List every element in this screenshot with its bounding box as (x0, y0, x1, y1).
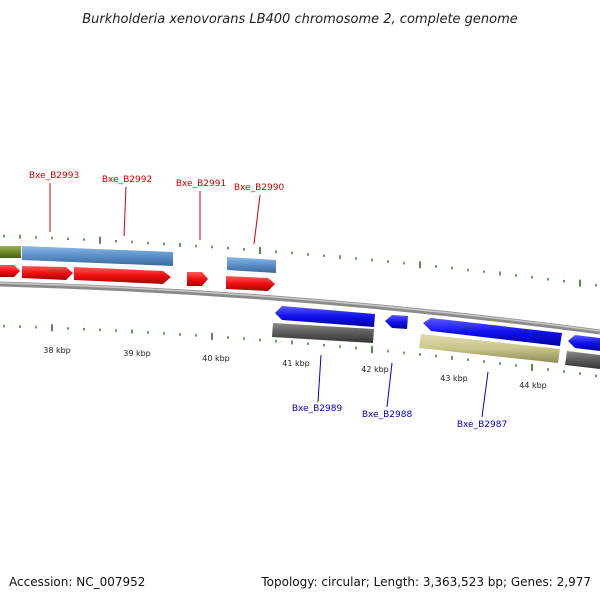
red-cds-arrow-2[interactable] (22, 266, 73, 280)
kbp-label: 43 kbp (440, 374, 468, 383)
kbp-label: 39 kbp (123, 349, 151, 358)
gene-label-forward[interactable]: Bxe_B2990 (234, 183, 285, 193)
red-cds-arrow-3[interactable] (74, 267, 171, 284)
upper-tick-marks (3, 234, 597, 287)
kbp-label: 38 kbp (43, 346, 71, 355)
gene-label-forward[interactable]: Bxe_B2991 (176, 179, 226, 189)
blue-cds-arrow-4[interactable] (568, 335, 600, 351)
khaki-gene-block-b2987[interactable] (419, 334, 560, 363)
blue-cds-arrow-3[interactable] (423, 318, 562, 346)
gray-gene-block-edge[interactable] (565, 351, 600, 369)
steel-gene-block-b2990[interactable] (227, 257, 276, 273)
chromosome-backbone (0, 281, 600, 335)
reverse-gene-labels: Bxe_B2989 Bxe_B2988 Bxe_B2987 (292, 354, 507, 430)
lower-feature-row (272, 323, 600, 369)
accession-text: Accession: NC_007952 (9, 575, 145, 589)
kbp-label: 42 kbp (361, 365, 389, 374)
lower-tick-marks (3, 324, 597, 378)
gene-label-reverse[interactable]: Bxe_B2989 (292, 404, 343, 414)
gene-label-reverse[interactable]: Bxe_B2988 (362, 410, 413, 420)
forward-gene-labels: Bxe_B2993 Bxe_B2992 Bxe_B2991 Bxe_B2990 (29, 171, 285, 245)
red-cds-arrow-1[interactable] (0, 265, 20, 277)
kbp-label: 40 kbp (202, 354, 230, 363)
kbp-label: 41 kbp (282, 359, 310, 368)
gene-label-reverse[interactable]: Bxe_B2987 (457, 420, 507, 430)
red-cds-arrow-4[interactable] (187, 272, 208, 286)
kbp-label: 44 kbp (519, 381, 547, 390)
forward-cds-row (0, 265, 275, 291)
red-cds-arrow-5[interactable] (226, 276, 275, 291)
steel-gene-block-b2992[interactable] (22, 246, 173, 266)
gray-gene-block-b2989[interactable] (272, 323, 374, 343)
kbp-scale: 38 kbp 39 kbp 40 kbp 41 kbp 42 kbp 43 kb… (43, 346, 547, 390)
blue-cds-arrow-1[interactable] (275, 306, 375, 327)
blue-cds-arrow-2[interactable] (385, 315, 408, 329)
genome-summary-text: Topology: circular; Length: 3,363,523 bp… (260, 575, 591, 589)
olive-gene-block[interactable] (0, 246, 21, 258)
gene-label-forward[interactable]: Bxe_B2992 (102, 175, 152, 185)
upper-feature-row (0, 246, 276, 273)
reverse-cds-row (275, 306, 600, 351)
gene-label-forward[interactable]: Bxe_B2993 (29, 171, 79, 181)
map-title: Burkholderia xenovorans LB400 chromosome… (82, 12, 518, 27)
